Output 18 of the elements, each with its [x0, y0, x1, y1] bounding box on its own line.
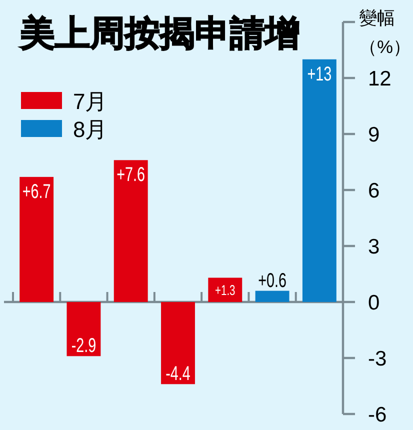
y-tick-label: 9: [368, 124, 380, 146]
y-tick-label: 0: [368, 292, 380, 314]
data-label: +0.6: [258, 268, 286, 292]
data-label: +7.6: [116, 162, 146, 186]
y-tick-label: 3: [368, 236, 380, 258]
title: 美上周按揭申請增: [20, 14, 300, 53]
y-tick-label: 6: [368, 180, 380, 202]
data-label: +1.3: [215, 282, 236, 298]
legend-label: 8月: [73, 117, 108, 142]
y-tick-label: -3: [368, 348, 387, 370]
data-label: -2.9: [71, 334, 96, 357]
data-label: +6.7: [22, 180, 51, 203]
y-tick-label: 12: [368, 68, 392, 90]
legend-label: 7月: [73, 89, 108, 114]
data-label: -4.4: [166, 362, 190, 385]
y-axis-title: 變幅（%）: [359, 7, 412, 59]
y-tick-label: -6: [368, 404, 387, 426]
data-label: +13: [307, 62, 332, 85]
